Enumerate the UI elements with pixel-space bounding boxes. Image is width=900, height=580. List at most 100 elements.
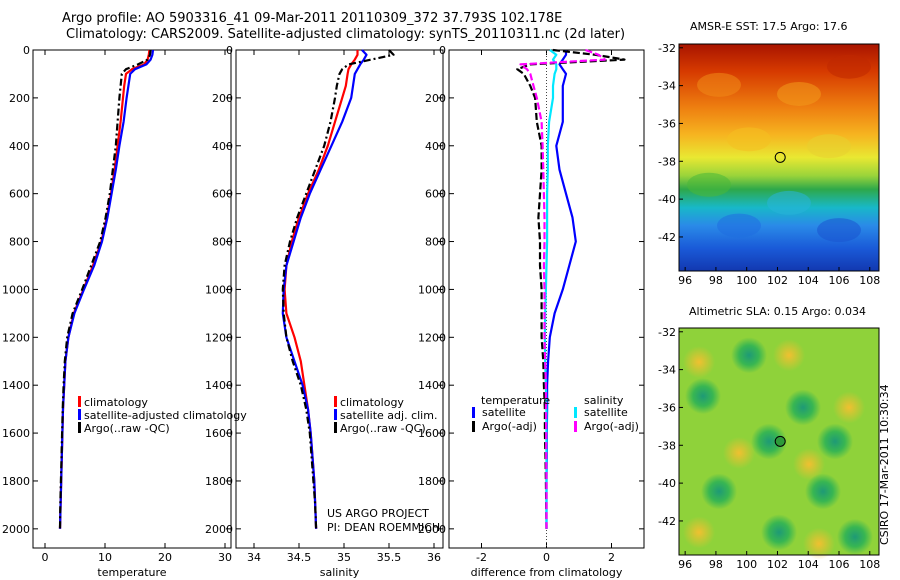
sla-eddy: [805, 473, 841, 510]
legend-label: Argo(-adj): [482, 420, 537, 433]
legend-header-temperature: temperature: [481, 394, 550, 407]
plot-frame-temperature: [32, 49, 232, 549]
legend-swatch: [334, 422, 337, 433]
sla-warm-anomaly: [683, 346, 715, 379]
x-tick-label: 34.5: [287, 551, 312, 564]
y-tick-label: 1800: [418, 475, 446, 488]
series-line-temperature-2: [58, 49, 152, 529]
series-line-temperature-1: [58, 49, 155, 529]
legend-label: Argo(..raw -QC): [84, 422, 170, 435]
y-tick-label: 0: [439, 44, 446, 57]
y-tick-label: 2000: [205, 523, 233, 536]
lon-tick-label: 96: [678, 274, 692, 287]
legend-swatch: [574, 407, 577, 418]
pi-label: PI: DEAN ROEMMICH: [327, 521, 441, 534]
x-tick-label: 2: [608, 551, 615, 564]
series-line-salinity-1: [281, 49, 368, 529]
x-tick-label: 0: [42, 551, 49, 564]
float-position-marker: [774, 435, 786, 447]
y-tick-label: 1800: [205, 475, 233, 488]
legend-label: climatology: [340, 396, 404, 409]
legend-label: Argo(..raw -QC): [340, 422, 426, 435]
sla-map-frame: [678, 327, 880, 556]
sla-warm-anomaly: [773, 339, 805, 372]
temperature-axis-label: temperature: [97, 566, 166, 579]
sst-texture: [727, 127, 771, 152]
legend-label: climatology: [84, 396, 148, 409]
sla-eddy: [761, 514, 797, 551]
chart-title-line2: Climatology: CARS2009. Satellite-adjuste…: [66, 27, 626, 42]
sst-texture: [777, 81, 821, 106]
sla-warm-anomaly: [683, 516, 715, 549]
legend-swatch: [472, 407, 475, 418]
lat-tick-label: -42: [658, 231, 676, 244]
lon-tick-label: 100: [736, 274, 757, 287]
y-tick-label: 400: [425, 140, 446, 153]
sst-texture: [807, 134, 851, 159]
sla-eddy: [817, 423, 853, 460]
legend-label: satellite adj. clim.: [340, 409, 437, 422]
lon-tick-label: 102: [767, 558, 788, 571]
lat-tick-label: -34: [658, 364, 676, 377]
sla-eddy: [731, 337, 767, 374]
y-tick-label: 600: [425, 188, 446, 201]
lat-tick-label: -36: [658, 401, 676, 414]
lat-tick-label: -40: [658, 477, 676, 490]
sla-eddy: [837, 518, 873, 555]
y-tick-label: 1000: [205, 283, 233, 296]
y-tick-label: 0: [226, 44, 233, 57]
y-tick-label: 1600: [418, 427, 446, 440]
lon-tick-label: 106: [829, 274, 850, 287]
lon-tick-label: 98: [709, 274, 723, 287]
float-position-marker: [774, 151, 786, 163]
y-tick-label: 1400: [205, 379, 233, 392]
legend-swatch: [334, 409, 337, 420]
legend-label: satellite-adjusted climatology: [84, 409, 247, 422]
sla-eddy: [685, 378, 721, 415]
sst-texture: [767, 190, 811, 215]
legend-swatch: [78, 409, 81, 420]
lon-tick-label: 104: [798, 274, 819, 287]
x-tick-label: -2: [476, 551, 487, 564]
sst-texture: [827, 54, 871, 79]
lon-tick-label: 102: [767, 274, 788, 287]
y-tick-label: 1000: [2, 283, 30, 296]
sla-warm-anomaly: [833, 391, 865, 424]
x-tick-label: 30: [218, 551, 232, 564]
chart-title-line1: Argo profile: AO 5903316_41 09-Mar-2011 …: [62, 11, 563, 26]
x-tick-label: 35.5: [377, 551, 402, 564]
y-tick-label: 400: [9, 140, 30, 153]
legend-swatch: [78, 422, 81, 433]
legend-swatch: [574, 421, 577, 432]
legend-label: Argo(-adj): [584, 420, 639, 433]
legend-label: satellite: [584, 406, 628, 419]
y-tick-label: 1800: [2, 475, 30, 488]
y-tick-label: 1000: [418, 283, 446, 296]
y-tick-label: 2000: [418, 523, 446, 536]
legend-swatch: [334, 396, 337, 407]
legend-swatch: [78, 396, 81, 407]
legend-header-salinity: salinity: [584, 394, 624, 407]
y-tick-label: 1400: [418, 379, 446, 392]
difference-axis-label: difference from climatology: [471, 566, 623, 579]
x-tick-label: 34: [247, 551, 261, 564]
sst-texture: [697, 72, 741, 97]
y-tick-label: 400: [212, 140, 233, 153]
series-line-temperature-0: [58, 49, 151, 529]
x-tick-label: 0: [543, 551, 550, 564]
x-tick-label: 20: [158, 551, 172, 564]
sst-map-title: AMSR-E SST: 17.5 Argo: 17.6: [690, 20, 848, 33]
y-tick-label: 1600: [2, 427, 30, 440]
y-tick-label: 1200: [2, 331, 30, 344]
y-tick-label: 200: [212, 92, 233, 105]
series-line-salinity-2: [281, 49, 395, 529]
y-tick-label: 600: [212, 188, 233, 201]
lat-tick-label: -42: [658, 515, 676, 528]
y-tick-label: 0: [23, 44, 30, 57]
y-tick-label: 800: [9, 236, 30, 249]
sst-map-frame: [678, 43, 880, 272]
x-tick-label: 10: [98, 551, 112, 564]
lat-tick-label: -32: [658, 326, 676, 339]
sst-texture: [717, 213, 761, 238]
